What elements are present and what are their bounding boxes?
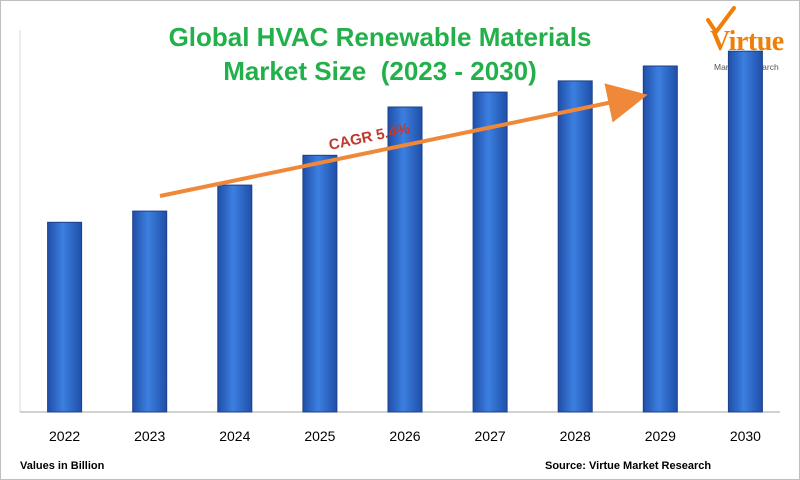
x-tick-label: 2022	[49, 428, 80, 444]
x-tick-labels: 2022 2023 2024 2025 2026 2027 2028 2029 2030	[49, 428, 761, 444]
bar-2023	[132, 210, 168, 413]
x-tick-label: 2028	[560, 428, 591, 444]
chart-title-line-2: Market Size (2023 - 2030)	[223, 56, 537, 86]
x-tick-label: 2029	[645, 428, 676, 444]
x-tick-label: 2030	[730, 428, 761, 444]
x-tick-label: 2024	[219, 428, 250, 444]
x-tick-label: 2025	[304, 428, 335, 444]
growth-arrow	[159, 83, 648, 198]
bar-2025	[302, 154, 338, 413]
logo-check-icon	[706, 6, 736, 34]
units-note: Values in Billion	[20, 460, 105, 472]
chart-title-line-1: Global HVAC Renewable Materials	[168, 22, 592, 52]
x-tick-label: 2027	[475, 428, 506, 444]
bar-2029	[642, 65, 678, 413]
chart-title: Global HVAC Renewable Materials Market S…	[130, 20, 630, 88]
source-note: Source: Virtue Market Research	[545, 460, 712, 472]
x-tick-label: 2026	[389, 428, 420, 444]
bar-2024	[217, 184, 253, 413]
bar-2022	[47, 221, 83, 413]
bars-group	[47, 50, 763, 413]
bar-2026	[387, 106, 423, 413]
bar-2028	[557, 80, 593, 413]
bar-2030	[727, 50, 763, 413]
bar-2027	[472, 91, 508, 413]
x-tick-label: 2023	[134, 428, 165, 444]
